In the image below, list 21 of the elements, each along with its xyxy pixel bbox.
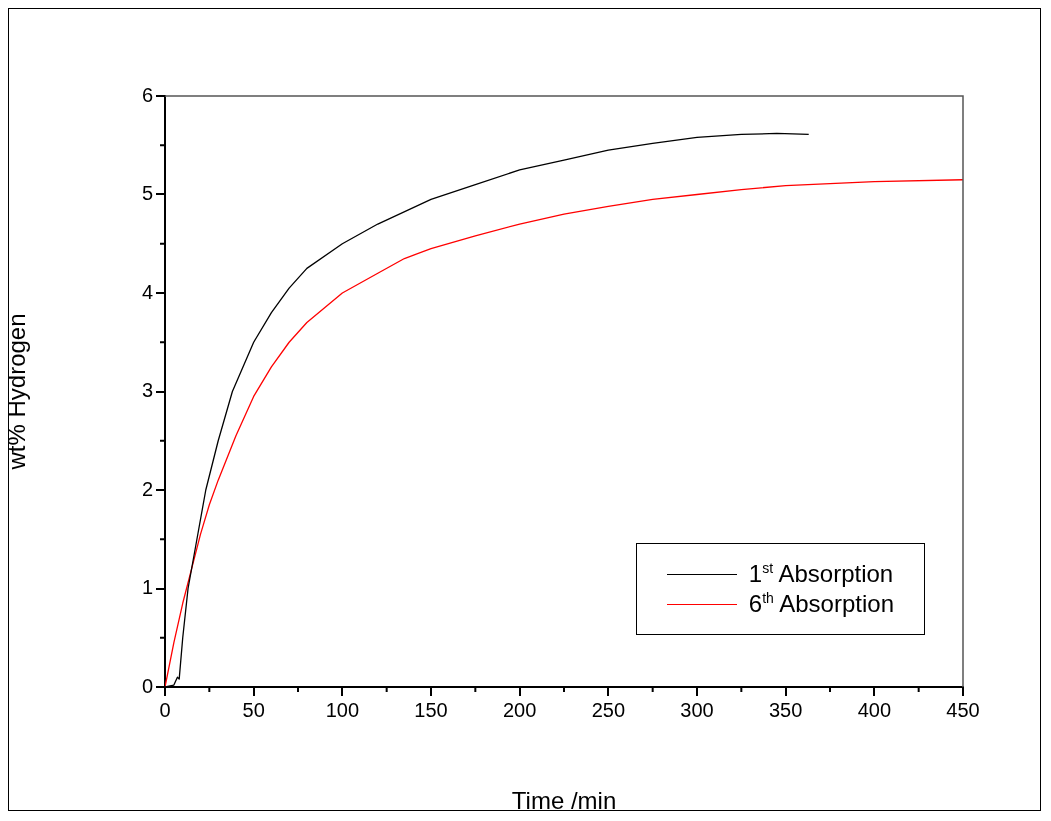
y-tick-label: 4: [141, 280, 153, 303]
y-tick-label: 6: [141, 83, 153, 106]
x-tick-label: 50: [242, 698, 265, 721]
legend-label: 1$^{st}$ Absorption: [748, 560, 894, 588]
x-tick-label: 450: [946, 698, 980, 721]
x-tick-label: 350: [768, 698, 803, 721]
y-tick-label: 2: [141, 477, 153, 500]
legend-label: 6$^{th}$ Absorption: [748, 590, 894, 618]
x-tick-label: 400: [857, 698, 892, 721]
y-tick-label: 5: [141, 182, 153, 205]
y-axis-title: wt% Hydrogen: [3, 313, 31, 471]
x-tick-label: 200: [502, 698, 537, 721]
y-tick-label: 1: [141, 576, 153, 599]
x-tick-label: 300: [680, 698, 714, 721]
x-axis-title: Time /min: [511, 787, 617, 815]
x-tick-label: 250: [591, 698, 626, 721]
x-tick-label: 150: [414, 698, 448, 721]
x-tick-label: 100: [325, 698, 360, 721]
y-tick-label: 3: [141, 379, 153, 402]
y-tick-label: 0: [141, 674, 153, 697]
x-tick-label: 0: [159, 698, 171, 721]
